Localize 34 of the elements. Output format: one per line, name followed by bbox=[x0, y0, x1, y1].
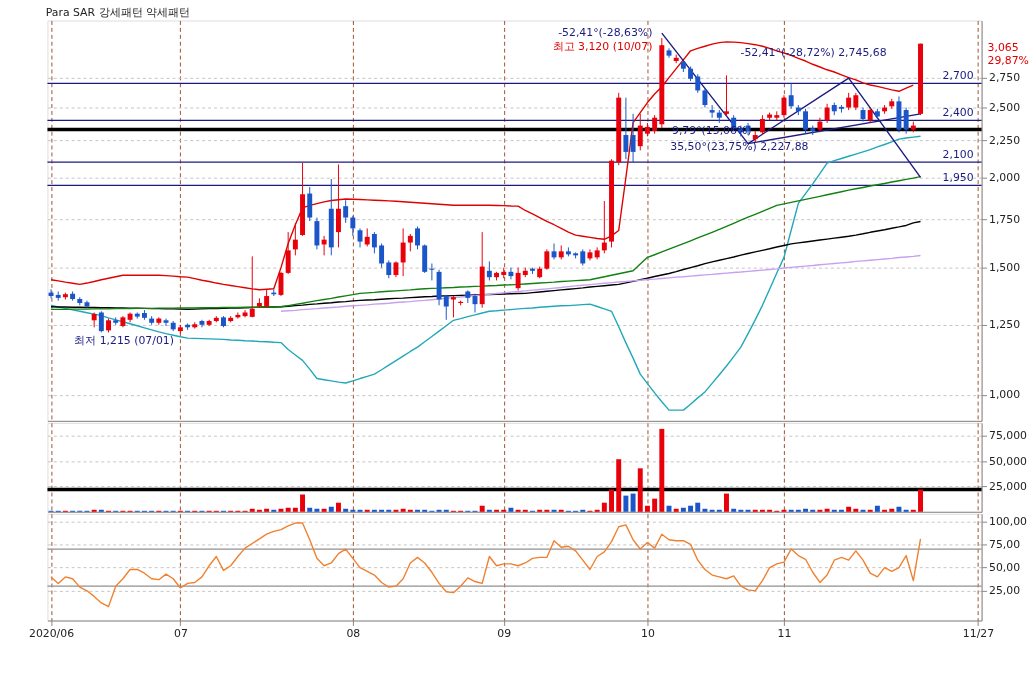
x-tick-label: 10 bbox=[641, 626, 655, 640]
x-tick-label: 07 bbox=[173, 626, 188, 640]
y-tick-label: 2,250 bbox=[989, 134, 1021, 148]
ref-line-label: 2,400 bbox=[942, 106, 974, 120]
y-tick-label: 50,000 bbox=[989, 454, 1028, 468]
y-tick-label: 2,750 bbox=[989, 71, 1021, 85]
ref-line-label: 1,950 bbox=[942, 171, 974, 185]
x-tick-label: 08 bbox=[346, 626, 361, 640]
annotation: 35,50°(23,75%) 2,227,88 bbox=[670, 140, 809, 154]
annotation: 최고 3,120 (10/07) bbox=[552, 40, 653, 54]
annotation: -52,41°(-28,63%) bbox=[558, 26, 653, 40]
y-tick-label: 50,00 bbox=[989, 561, 1021, 575]
annotation: 9,79°(15,06%) bbox=[671, 124, 752, 138]
text: 3,065 bbox=[987, 41, 1019, 55]
y-tick-label: 1,250 bbox=[989, 318, 1021, 332]
y-tick-label: 1,750 bbox=[989, 212, 1021, 226]
chart-title: Para SAR 강세패턴 약세패턴 bbox=[45, 5, 190, 19]
x-tick-label: 11 bbox=[777, 626, 792, 640]
ref-line-label: 2,100 bbox=[942, 148, 974, 162]
y-tick-label: 1,000 bbox=[989, 388, 1021, 402]
y-tick-label: 2,500 bbox=[989, 100, 1021, 114]
x-tick-label: 09 bbox=[497, 626, 512, 640]
y-tick-label: 1,500 bbox=[989, 261, 1021, 275]
y-tick-label: 75,000 bbox=[989, 429, 1028, 443]
annotation: 최저 1,215 (07/01) bbox=[74, 333, 174, 347]
y-tick-label: 2,000 bbox=[989, 170, 1021, 184]
x-tick-label: 11/27 bbox=[962, 626, 995, 640]
y-tick-label: 100,00 bbox=[989, 514, 1028, 528]
y-tick-label: 75,00 bbox=[989, 537, 1021, 551]
text: 29,87% bbox=[987, 54, 1029, 68]
x-tick-label: 2020/06 bbox=[28, 626, 75, 640]
y-tick-label: 25,00 bbox=[989, 584, 1021, 598]
ref-line-label: 2,700 bbox=[942, 69, 974, 83]
y-tick-label: 25,000 bbox=[989, 479, 1028, 493]
